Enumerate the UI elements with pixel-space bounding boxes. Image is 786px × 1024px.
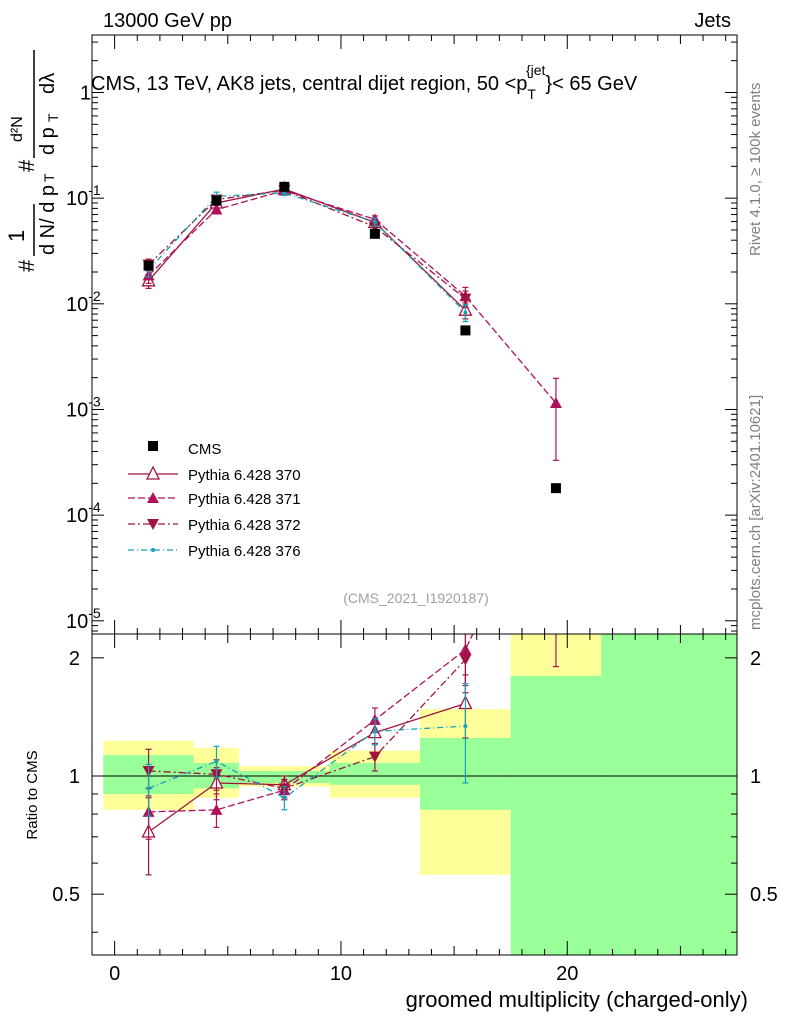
marker-3-2 [282, 190, 287, 195]
ratio-tick-label-left-1: 1 [69, 766, 80, 788]
ratio-marker-3-0 [146, 786, 151, 791]
ratio-plot-area [92, 634, 737, 876]
ratio-tick-label-right-0: 2 [750, 648, 761, 670]
ratio-y-label: Ratio to CMS [24, 750, 41, 839]
ratio-tick-label-right-1: 1 [750, 766, 761, 788]
svg-text:#: # [14, 259, 39, 272]
ratio-marker-2-3 [368, 751, 381, 763]
data-point-cms-1 [211, 195, 222, 206]
svg-text:d²N: d²N [9, 116, 26, 142]
data-point-cms-0 [143, 260, 154, 271]
errorbar-1-5 [552, 377, 559, 461]
series-line-0 [148, 188, 466, 311]
series-line-2 [148, 189, 466, 300]
y-tick-label-0: 1 [80, 82, 91, 104]
x-tick-label-1: 10 [330, 963, 352, 985]
y-tick-label-4: 10-4 [66, 499, 101, 527]
chart-title: CMS, 13 TeV, AK8 jets, central dijet reg… [91, 62, 638, 102]
ratio-line-3 [148, 725, 466, 799]
title-main: CMS, 13 TeV, AK8 jets, central dijet reg… [91, 73, 527, 95]
legend-label-370: Pythia 6.428 370 [188, 467, 301, 484]
svg-text:T: T [41, 173, 57, 182]
ratio-errorbar-1-5 [552, 634, 559, 668]
marker-3-4 [463, 310, 468, 315]
y-tick-label-1: 10-1 [66, 182, 101, 210]
main-plot-area [141, 180, 675, 634]
ratio-tick-label-right-2: 0.5 [750, 884, 778, 906]
ratio-marker-3-4 [463, 724, 468, 729]
marker-2-3 [368, 221, 381, 233]
x-tick-label-0: 0 [109, 963, 120, 985]
y-tick-label-2: 10-2 [66, 288, 101, 316]
data-point-cms-4 [460, 325, 471, 336]
mcplots-label: mcplots.cern.ch [arXiv:2401.10621] [747, 395, 764, 630]
legend-label-376: Pythia 6.428 376 [188, 543, 301, 560]
svg-text:d N/ d p: d N/ d p [37, 185, 59, 255]
legend-entry-376: Pythia 6.428 376 [128, 543, 301, 560]
y-axis-label: # 1 d N/ d p T # d²N d p T dλ [4, 50, 61, 272]
ratio-marker-3-2 [282, 795, 287, 800]
data-point-cms-2 [279, 181, 290, 192]
legend-label-371: Pythia 6.428 371 [188, 491, 301, 508]
ratio-frame [91, 633, 738, 956]
band-green-6 [601, 634, 737, 955]
header-right: Jets [694, 10, 731, 32]
band-green-3 [329, 762, 421, 785]
series-line-3 [148, 192, 466, 313]
legend-label-cms: CMS [188, 441, 221, 458]
ratio-tick-label-left-2: 0.5 [52, 884, 80, 906]
series-line-1 [148, 189, 557, 404]
title-superscript: {jet [526, 62, 546, 78]
band-green-5 [510, 675, 602, 955]
x-axis-label: groomed multiplicity (charged-only) [406, 987, 748, 1012]
title-subscript: T [527, 86, 536, 102]
marker-2-4 [459, 293, 472, 305]
header-left: 13000 GeV pp [103, 10, 232, 32]
marker-1-5 [549, 397, 562, 409]
ratio-marker-3-3 [372, 729, 377, 734]
legend-entry-cms: CMS [148, 441, 221, 458]
axes-ticks: 1 10-1 10-2 10-3 10-4 10-5 0 10 20 2 2 1 1 0.5 0.5 [52, 35, 778, 985]
svg-text:CMS, 13 TeV, AK8 jets, central: CMS, 13 TeV, AK8 jets, central dijet reg… [91, 62, 638, 102]
legend: CMS Pythia 6.428 370 Pythia 6.428 371 Py… [128, 441, 301, 560]
title-tail: }< 65 GeV [545, 73, 637, 95]
x-tick-label-2: 20 [556, 963, 578, 985]
data-point-cms-3 [369, 228, 380, 239]
legend-entry-371: Pythia 6.428 371 [128, 491, 301, 508]
svg-text:#: # [14, 159, 39, 172]
ratio-line-1 [148, 634, 474, 813]
ratio-marker-2-4 [459, 654, 472, 666]
svg-text:d p: d p [37, 127, 59, 155]
marker-3-3 [372, 219, 377, 224]
rivet-label: Rivet 4.1.0, ≥ 100k events [747, 83, 764, 256]
ratio-errorbar-3-4 [462, 682, 469, 784]
data-point-cms-5 [550, 483, 561, 494]
legend-label-372: Pythia 6.428 372 [188, 517, 301, 534]
svg-text:1: 1 [4, 230, 29, 242]
y-tick-label-3: 10-3 [66, 393, 101, 421]
ratio-marker-1-1 [210, 803, 223, 815]
svg-text:dλ: dλ [37, 73, 59, 94]
ratio-bands [103, 634, 737, 955]
legend-entry-372: Pythia 6.428 372 [128, 517, 301, 534]
y-tick-label-5: 10-5 [66, 605, 101, 633]
marker-1-1 [210, 203, 223, 215]
svg-text:T: T [45, 113, 61, 122]
ratio-tick-label-left-0: 2 [69, 648, 80, 670]
analysis-id: (CMS_2021_I1920187) [343, 590, 489, 606]
legend-entry-370: Pythia 6.428 370 [128, 465, 301, 484]
ratio-marker-3-1 [214, 759, 219, 764]
